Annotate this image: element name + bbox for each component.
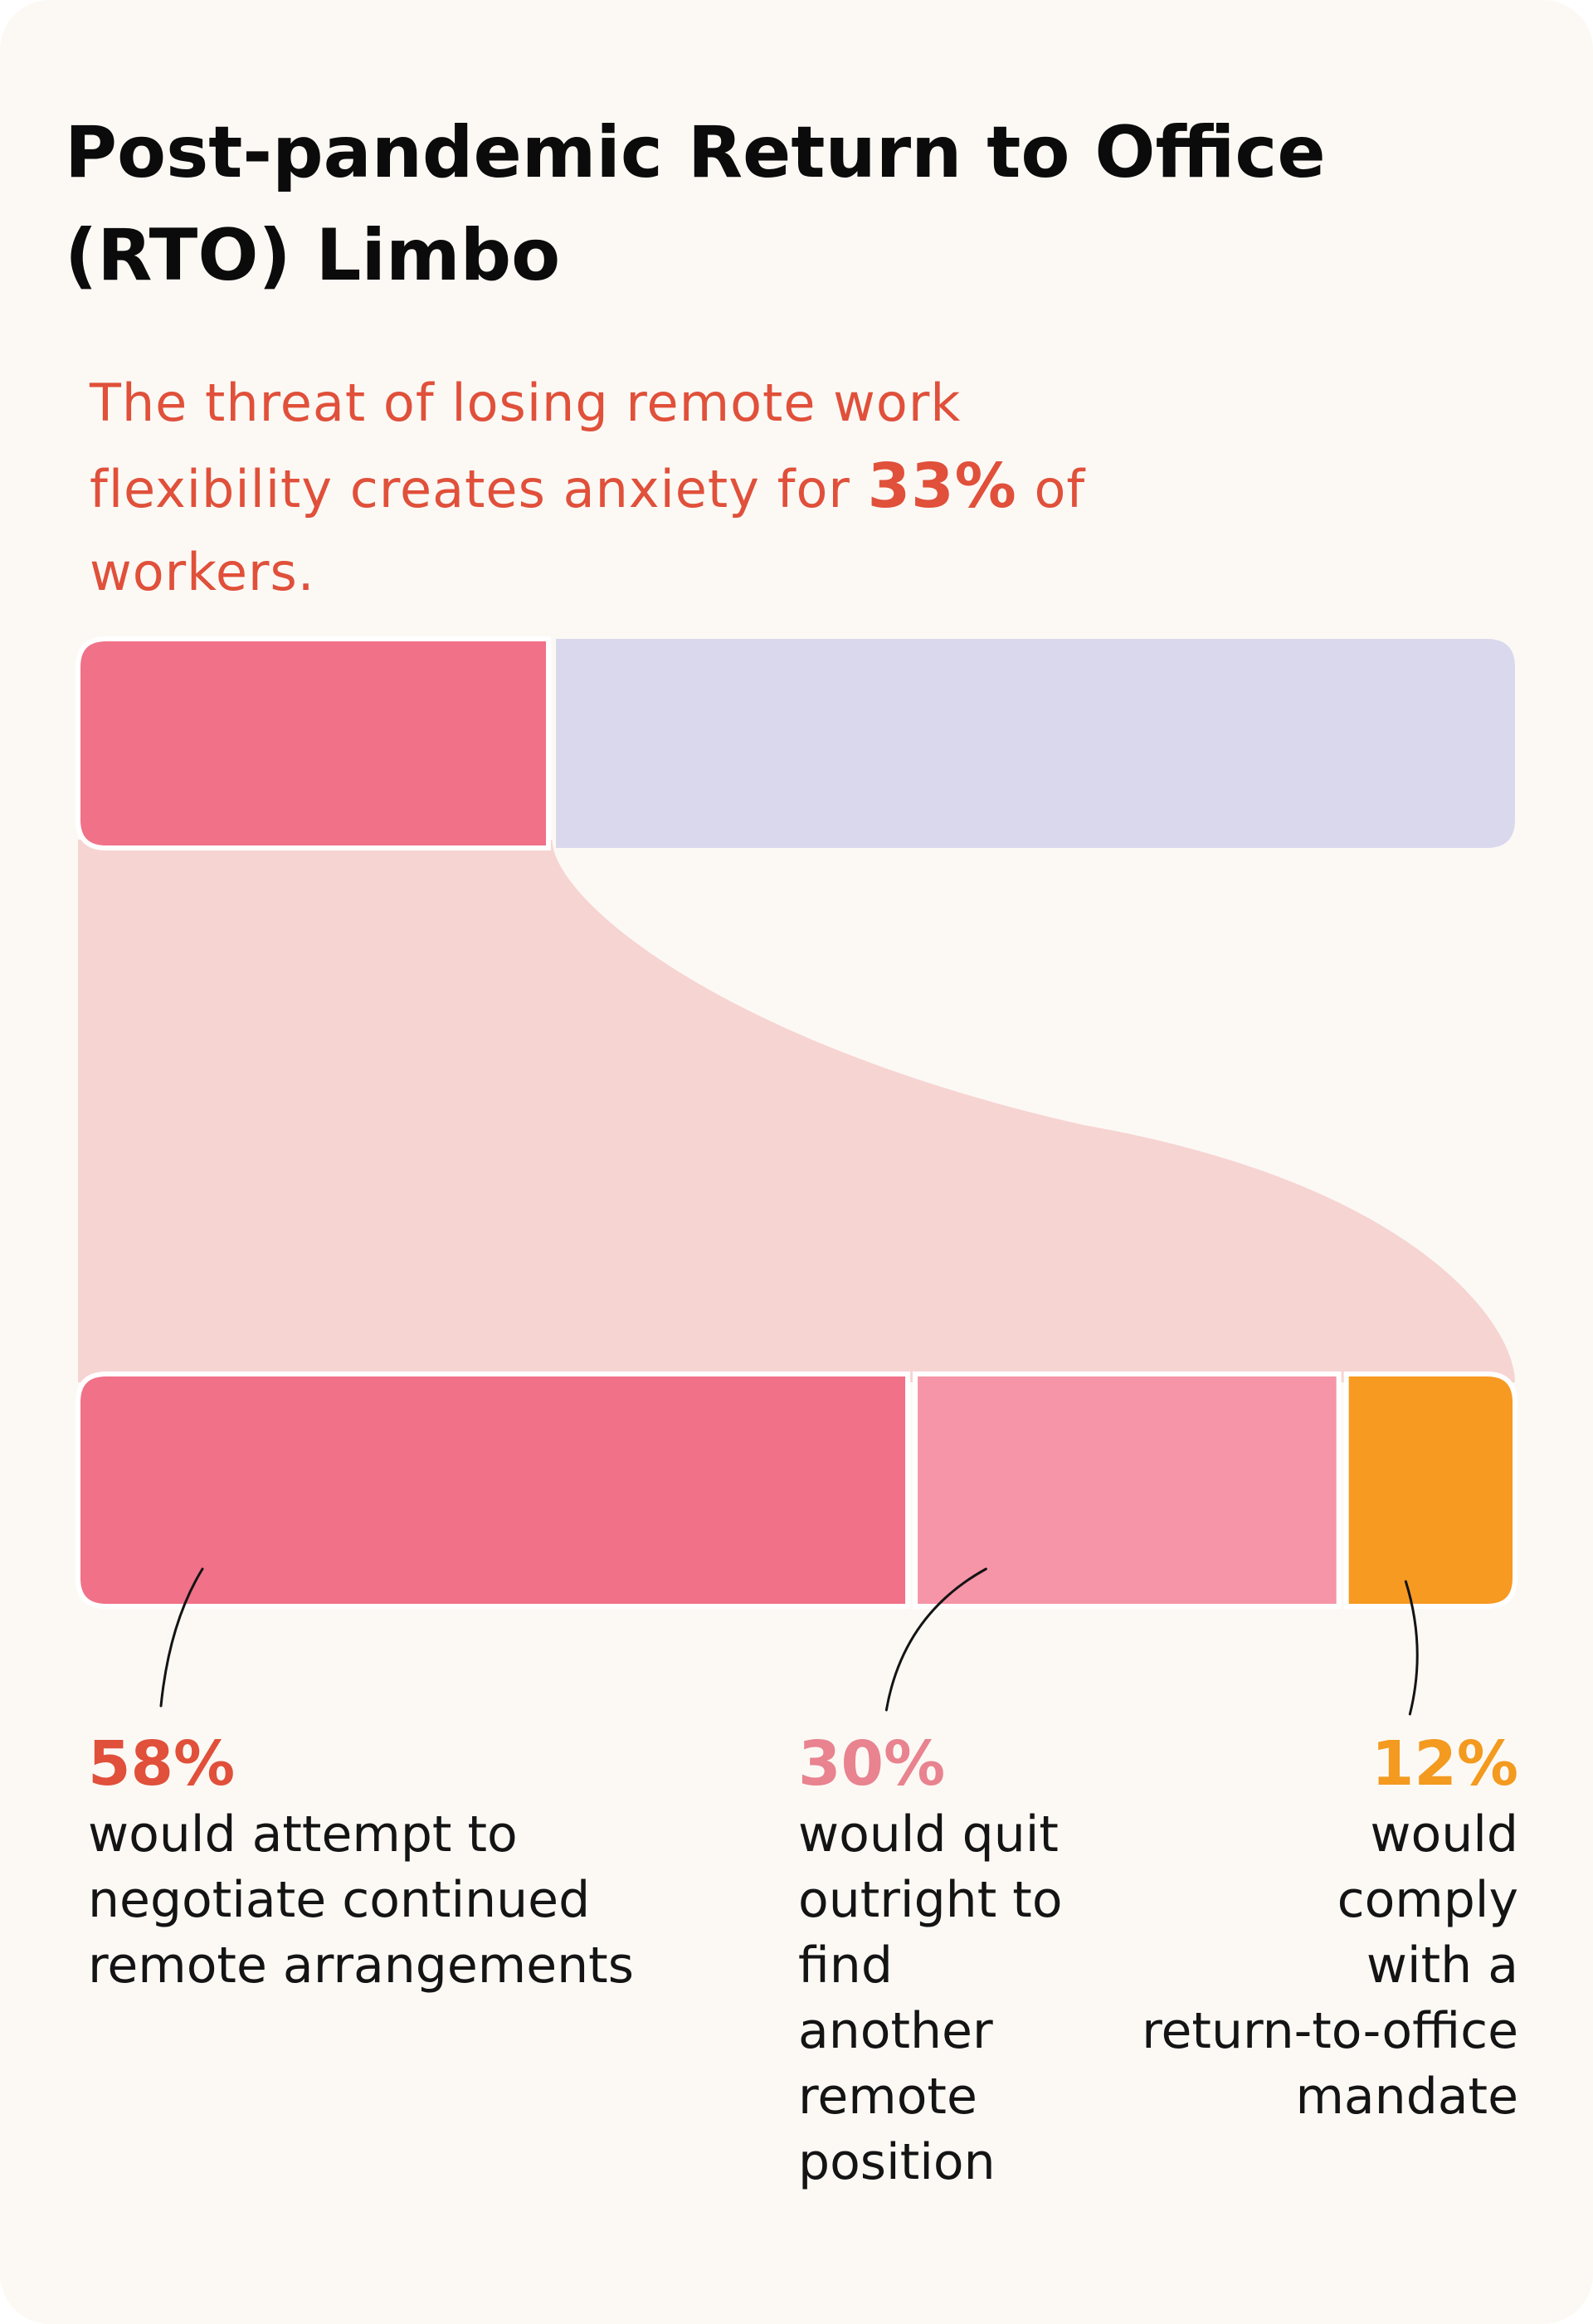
label-negotiate-description: would attempt to negotiate continued rem… [88,1805,634,1995]
label-negotiate-percent: 58% [88,1728,236,1800]
leader-line-comply [1404,1580,1419,1716]
label-quit: 30% would quit outright to find another … [798,1726,1163,2195]
label-quit-percent: 30% [798,1728,946,1800]
flow-band [78,840,1515,1382]
subtitle-text-start: The threat of losing remote work flexibi… [90,373,962,519]
label-negotiate: 58% would attempt to negotiate continued… [88,1726,719,1999]
bar-quit [913,1372,1342,1609]
top-bar-anxious-segment [76,636,552,850]
chart-subtitle: The threat of losing remote work flexibi… [90,362,1168,614]
label-quit-description: would quit outright to find another remo… [798,1805,1063,2191]
label-comply-description: would comply with a return-to-office man… [1142,1805,1518,2126]
leader-line-quit [884,1567,987,1712]
chart-title: Post-pandemic Return to Office (RTO) Lim… [65,111,1326,297]
subtitle-highlight: 33% [867,451,1017,522]
top-bar-remaining-segment [556,639,1515,848]
label-comply-percent: 12% [1371,1728,1518,1800]
leader-line-negotiate [159,1567,204,1708]
bar-comply [1343,1372,1517,1609]
bar-negotiate [76,1372,911,1609]
subtitle-text-end: of workers. [90,459,1086,602]
label-comply: 12% would comply with a return-to-office… [1095,1726,1518,2130]
